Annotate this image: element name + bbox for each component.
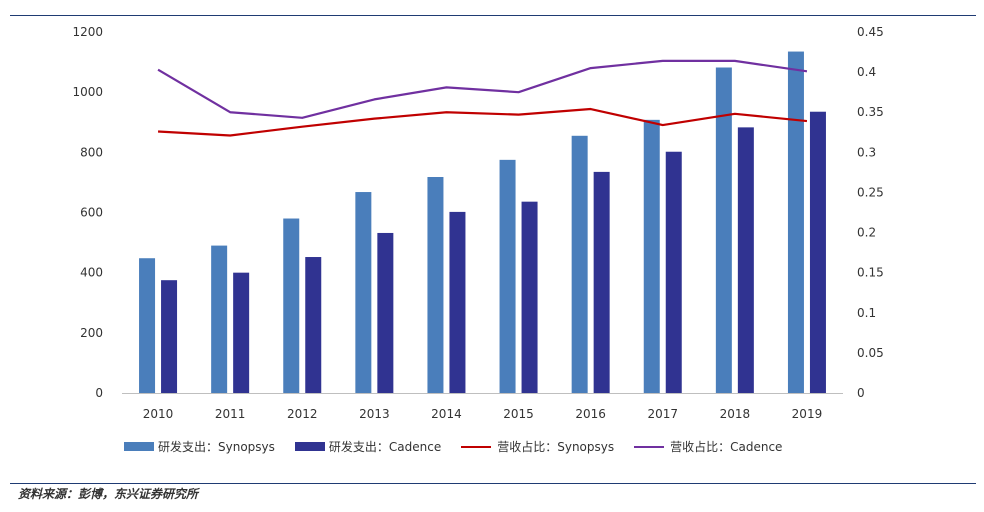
bar-cadence-rd <box>521 201 538 393</box>
bar-cadence-rd <box>161 280 178 393</box>
bar-synopsys-rd <box>715 67 732 393</box>
bar-cadence-rd <box>809 111 826 394</box>
x-axis-tick-label: 2016 <box>575 407 606 421</box>
x-axis-tick-label: 2013 <box>359 407 390 421</box>
right-axis-tick-label: 0.3 <box>857 145 876 159</box>
bar-synopsys-rd <box>787 51 804 393</box>
chart: 0 200 400 600 800 1000 1200 0 0.05 0.1 0.15 0.2 0.25… <box>72 25 884 421</box>
bar-synopsys-rd <box>427 177 444 393</box>
x-axis-tick-label: 2017 <box>647 407 678 421</box>
line-cadence-ratio <box>157 59 808 119</box>
bar-synopsys-rd <box>355 192 372 393</box>
bar-cadence-rd <box>593 171 610 393</box>
bar-cadence-rd <box>737 127 754 393</box>
left-axis-tick-label: 1200 <box>72 25 103 39</box>
right-axis-tick-label: 0.1 <box>857 306 876 320</box>
x-axis-tick-label: 2018 <box>720 407 751 421</box>
bar-cadence-rd <box>665 151 682 393</box>
right-axis-tick-label: 0.45 <box>857 25 884 39</box>
bar-cadence-rd <box>377 232 394 393</box>
left-axis-tick-label: 0 <box>95 386 103 400</box>
legend-swatch-synopsys-rd <box>124 442 154 451</box>
left-axis-tick-label: 1000 <box>72 85 103 99</box>
bottom-rule <box>10 483 976 484</box>
right-axis-tick-label: 0.05 <box>857 346 884 360</box>
x-axis-tick-label: 2015 <box>503 407 534 421</box>
top-rule <box>10 15 976 16</box>
x-axis-tick-label: 2014 <box>431 407 462 421</box>
legend-label-synopsys-rd: 研发支出：Synopsys <box>158 440 275 454</box>
left-axis-tick-label: 600 <box>80 206 103 220</box>
left-axis-tick-label: 400 <box>80 266 103 280</box>
bar-cadence-rd <box>305 257 322 393</box>
legend-swatch-synopsys-ratio <box>461 445 492 448</box>
bar-synopsys-rd <box>643 119 660 394</box>
right-axis-tick-label: 0.15 <box>857 266 884 280</box>
source-note: 资料来源：彭博，东兴证券研究所 <box>18 487 199 501</box>
right-axis-tick-label: 0 <box>857 386 865 400</box>
x-axis-tick-label: 2011 <box>215 407 246 421</box>
legend-label-synopsys-ratio: 营收占比：Synopsys <box>497 440 615 454</box>
legend-item-synopsys-rd: 研发支出：Synopsys <box>124 438 275 455</box>
legend-item-cadence-rd: 研发支出：Cadence <box>294 438 442 455</box>
bar-synopsys-rd <box>211 245 228 393</box>
bar-synopsys-rd <box>139 258 156 393</box>
right-axis-tick-label: 0.2 <box>857 226 876 240</box>
legend: 研发支出：Synopsys 研发支出：Cadence 营收占比：Synopsys… <box>124 438 802 455</box>
legend-label-cadence-ratio: 营收占比：Cadence <box>670 440 783 454</box>
bar-cadence-rd <box>233 272 250 393</box>
right-axis-tick-label: 0.25 <box>857 185 884 199</box>
bar-cadence-rd <box>449 211 466 393</box>
legend-item-cadence-ratio: 营收占比：Cadence <box>634 438 782 455</box>
line-synopsys-ratio <box>157 107 808 137</box>
legend-swatch-cadence-ratio <box>634 445 665 448</box>
right-axis-tick-label: 0.35 <box>857 105 884 119</box>
legend-swatch-cadence-rd <box>294 442 325 451</box>
bar-synopsys-rd <box>499 159 516 393</box>
bar-synopsys-rd <box>571 135 588 393</box>
bar-synopsys-rd <box>283 218 300 393</box>
legend-label-cadence-rd: 研发支出：Cadence <box>328 440 442 454</box>
left-axis-tick-label: 200 <box>80 326 103 340</box>
right-axis-tick-label: 0.4 <box>857 65 876 79</box>
x-axis-tick-label: 2019 <box>792 407 823 421</box>
x-axis-tick-label: 2012 <box>287 407 318 421</box>
left-axis-tick-label: 800 <box>80 145 103 159</box>
x-axis-tick-label: 2010 <box>143 407 174 421</box>
legend-item-synopsys-ratio: 营收占比：Synopsys <box>461 438 614 455</box>
